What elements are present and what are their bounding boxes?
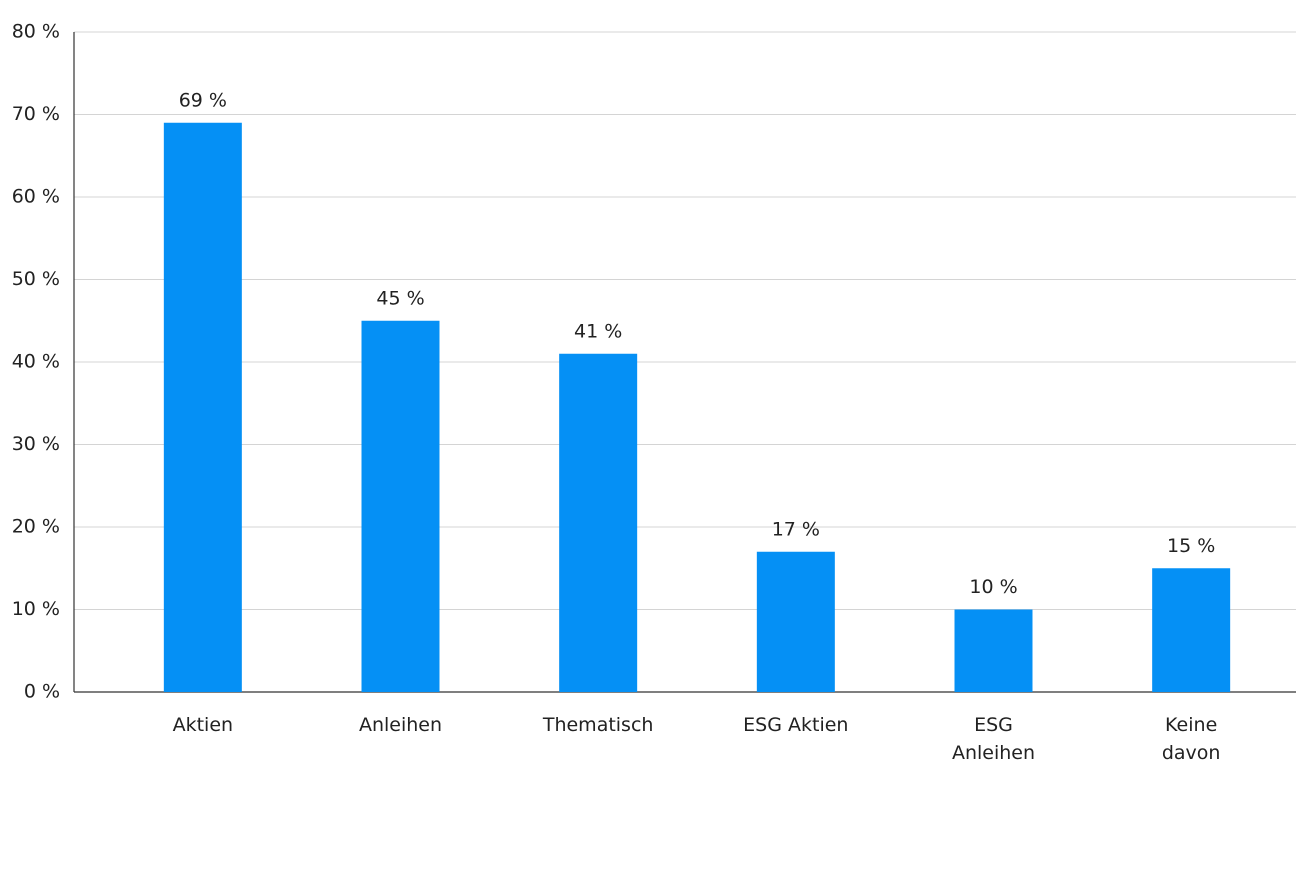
x-tick-label: Keine davon xyxy=(1161,714,1221,764)
bar xyxy=(361,320,440,692)
data-label: 10 % xyxy=(969,576,1017,598)
data-label: 69 % xyxy=(179,89,227,111)
data-label: 41 % xyxy=(574,320,622,342)
y-tick-label: 10 % xyxy=(12,598,60,620)
x-tick-label: Aktien xyxy=(172,714,234,736)
bar xyxy=(756,551,835,692)
y-tick-label: 80 % xyxy=(12,21,60,43)
y-tick-label: 50 % xyxy=(12,268,60,290)
y-tick-label: 70 % xyxy=(12,103,60,125)
y-tick-label: 40 % xyxy=(12,351,60,373)
data-label: 45 % xyxy=(376,287,424,309)
x-tick-label: Anleihen xyxy=(358,714,443,736)
bar xyxy=(954,609,1033,692)
x-tick-label: ESG Aktien xyxy=(743,714,849,736)
y-tick-label: 0 % xyxy=(24,681,60,703)
y-tick-label: 30 % xyxy=(12,433,60,455)
data-label: 15 % xyxy=(1167,535,1215,557)
x-tick-label: ESG Anleihen xyxy=(951,714,1036,764)
y-tick-label: 60 % xyxy=(12,186,60,208)
x-tick-label: Thematisch xyxy=(542,714,654,736)
bar xyxy=(559,353,638,692)
data-label: 17 % xyxy=(772,518,820,540)
bar xyxy=(1152,568,1231,692)
bar xyxy=(163,122,242,692)
y-tick-label: 20 % xyxy=(12,516,60,538)
